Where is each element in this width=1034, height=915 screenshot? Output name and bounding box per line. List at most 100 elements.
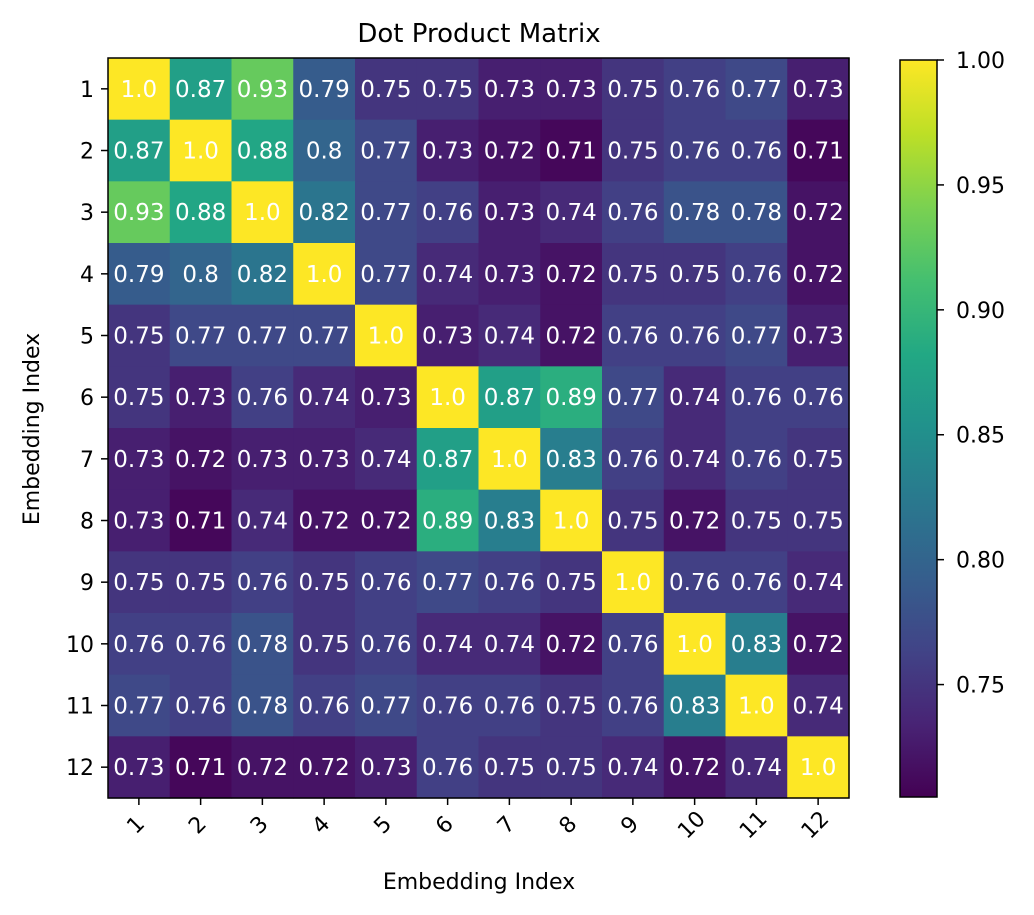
cell-value-label: 0.77 (360, 694, 411, 720)
heatmap-cell (169, 304, 233, 367)
cell-value-label: 1.0 (676, 632, 713, 658)
cell-value-label: 0.76 (360, 632, 411, 658)
heatmap-cell (293, 551, 356, 614)
cell-value-label: 0.76 (422, 694, 473, 720)
heatmap-cell (293, 489, 356, 552)
heatmap-cell (416, 119, 480, 182)
heatmap-cell (725, 674, 788, 737)
cell-value-label: 0.73 (299, 447, 350, 473)
heatmap-cell (355, 674, 418, 737)
cell-value-label: 1.0 (738, 694, 775, 720)
heatmap-cell (293, 304, 356, 367)
heatmap-cell (540, 674, 603, 737)
cell-value-label: 0.73 (360, 755, 411, 781)
heatmap-cell (663, 736, 727, 799)
heatmap-cell (293, 181, 356, 244)
cell-value-label: 0.72 (360, 509, 411, 535)
heatmap-cell (231, 119, 294, 182)
heatmap-cell (725, 58, 788, 121)
heatmap-cell (602, 304, 665, 367)
heatmap-cell (787, 58, 850, 121)
heatmap-cell (663, 181, 727, 244)
heatmap-cell (725, 181, 788, 244)
y-tick-label: 6 (80, 386, 94, 411)
cell-value-label: 0.79 (299, 77, 350, 103)
heatmap-cell (787, 366, 850, 429)
cell-value-label: 0.73 (113, 755, 164, 781)
heatmap-cell (231, 366, 294, 429)
heatmap-cell (478, 243, 541, 306)
cell-value-label: 0.87 (175, 77, 226, 103)
heatmap-cell (725, 366, 788, 429)
heatmap-cell (231, 58, 294, 121)
cell-value-label: 0.93 (113, 200, 164, 226)
heatmap-cell (663, 613, 727, 676)
heatmap-cell (725, 613, 788, 676)
heatmap-frame (107, 57, 850, 799)
cell-value-label: 0.75 (669, 262, 720, 288)
heatmap-cell (416, 736, 480, 799)
y-tick-label: 9 (80, 571, 94, 596)
heatmap-cell (416, 58, 480, 121)
cell-value-label: 0.77 (360, 139, 411, 165)
cell-value-label: 0.75 (607, 139, 658, 165)
heatmap-cell (787, 304, 850, 367)
cell-value-label: 0.72 (669, 509, 720, 535)
cell-value-label: 0.76 (731, 385, 782, 411)
cell-value-label: 0.73 (237, 447, 288, 473)
cell-value-label: 0.74 (731, 755, 782, 781)
colorbar-frame (899, 59, 938, 798)
cell-value-label: 0.88 (175, 200, 226, 226)
x-tick-label: 10 (673, 807, 710, 844)
heatmap-cell (787, 551, 850, 614)
heatmap-cell (663, 428, 727, 491)
cell-value-label: 0.72 (546, 262, 597, 288)
cell-value-label: 0.76 (607, 694, 658, 720)
heatmap-cell (355, 489, 418, 552)
cell-value-label: 0.74 (299, 385, 350, 411)
cell-value-label: 0.75 (793, 447, 844, 473)
cell-value-label: 0.8 (182, 262, 219, 288)
heatmap-cell (602, 674, 665, 737)
y-tick-label: 7 (80, 448, 94, 473)
heatmap-cell (231, 428, 294, 491)
heatmap-cell (108, 119, 171, 182)
heatmap-cell (416, 674, 480, 737)
cell-value-label: 0.73 (422, 139, 473, 165)
cell-value-label: 0.77 (360, 200, 411, 226)
heatmap-cell (355, 428, 418, 491)
heatmap-cell (540, 366, 603, 429)
heatmap-cell (663, 366, 727, 429)
heatmap-cell (293, 613, 356, 676)
heatmap-cell (355, 366, 418, 429)
cell-value-label: 0.75 (113, 385, 164, 411)
cell-value-label: 0.93 (237, 77, 288, 103)
heatmap-cell (478, 119, 541, 182)
cell-value-label: 0.76 (422, 200, 473, 226)
heatmap-cell (602, 119, 665, 182)
heatmap-cell (663, 304, 727, 367)
heatmap-cell (231, 304, 294, 367)
cell-value-label: 0.89 (422, 509, 473, 535)
heatmap-cell (416, 366, 480, 429)
x-axis-label: Embedding Index (383, 870, 575, 895)
cell-value-label: 0.74 (607, 755, 658, 781)
heatmap-cell (602, 366, 665, 429)
heatmap-cell (231, 674, 294, 737)
cell-value-label: 0.76 (422, 755, 473, 781)
cell-value-label: 0.76 (669, 139, 720, 165)
cell-value-label: 0.75 (422, 77, 473, 103)
cell-value-label: 0.77 (299, 324, 350, 350)
cell-value-label: 0.76 (175, 632, 226, 658)
x-tick-label: 12 (797, 807, 834, 844)
cell-value-label: 0.75 (607, 262, 658, 288)
x-axis-ticks: 1 2 3 4 5 6 7 8 9 10 11 12 (122, 798, 834, 844)
heatmap-cell (787, 674, 850, 737)
heatmap-cell (478, 366, 541, 429)
cell-value-label: 0.72 (669, 755, 720, 781)
cell-value-label: 0.71 (793, 139, 844, 165)
cell-value-label: 0.75 (299, 570, 350, 596)
cell-value-label: 0.76 (731, 262, 782, 288)
cell-value-label: 0.74 (422, 262, 473, 288)
